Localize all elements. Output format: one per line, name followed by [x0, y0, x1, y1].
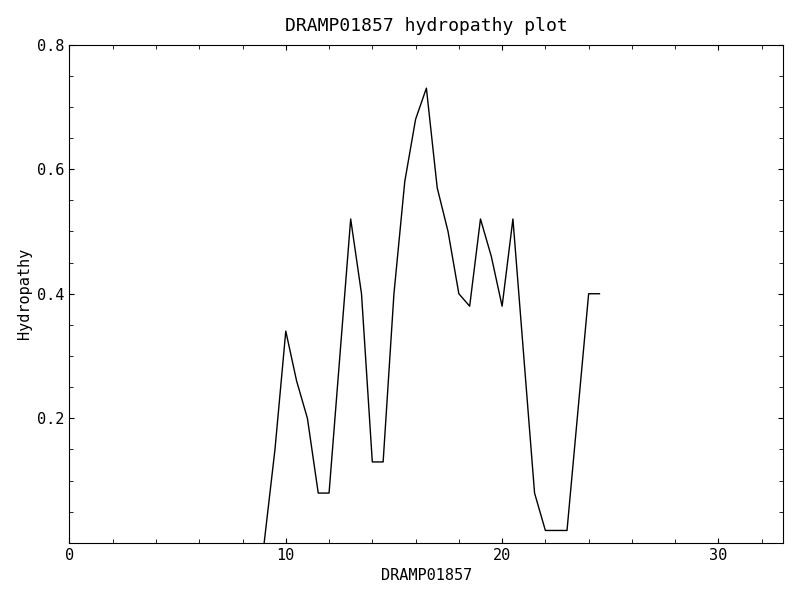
X-axis label: DRAMP01857: DRAMP01857	[381, 568, 472, 583]
Y-axis label: Hydropathy: Hydropathy	[17, 248, 32, 340]
Title: DRAMP01857 hydropathy plot: DRAMP01857 hydropathy plot	[285, 17, 568, 35]
